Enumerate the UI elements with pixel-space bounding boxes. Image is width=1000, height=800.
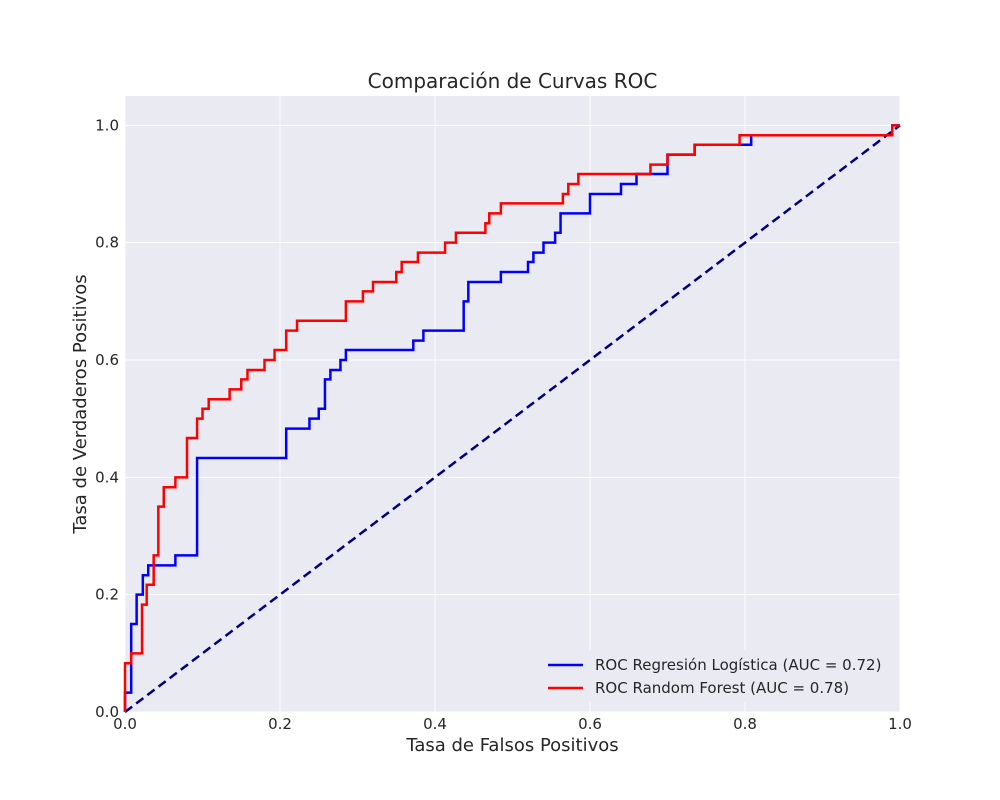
plot-area — [125, 96, 900, 712]
y-tick-label: 0.6 — [95, 351, 119, 369]
x-tick-label: 0.2 — [268, 715, 292, 733]
y-tick-label: 0.4 — [95, 468, 119, 486]
tick-labels: 0.0 0.2 0.4 0.6 0.8 1.0 0.0 0.2 0.4 0.6 0.8 1.0 — [95, 116, 912, 733]
x-axis-label: Tasa de Falsos Positivos — [405, 735, 618, 756]
roc-curve-random-forest — [123, 124, 900, 712]
chart-title: Comparación de Curvas ROC — [368, 69, 658, 93]
y-axis-label: Tasa de Verdaderos Positivos — [70, 274, 91, 534]
y-tick-label: 0.8 — [95, 234, 119, 252]
x-tick-label: 0.8 — [733, 715, 757, 733]
legend-label-random-forest: ROC Random Forest (AUC = 0.78) — [595, 679, 849, 697]
x-tick-label: 0.6 — [578, 715, 602, 733]
x-tick-label: 0.4 — [423, 715, 447, 733]
x-tick-label: 0.0 — [113, 715, 137, 733]
y-tick-label: 1.0 — [95, 116, 119, 134]
diagonal-reference-line — [124, 124, 901, 713]
legend-label-logistic-regression: ROC Regresión Logística (AUC = 0.72) — [595, 656, 881, 674]
legend: ROC Regresión Logística (AUC = 0.72) ROC… — [538, 650, 890, 702]
roc-curve-logistic-regression — [123, 124, 900, 712]
grid-lines — [124, 96, 901, 713]
x-tick-label: 1.0 — [888, 715, 912, 733]
y-tick-label: 0.0 — [95, 703, 119, 721]
series-layer — [123, 124, 900, 712]
legend-box — [538, 650, 890, 702]
diagonal-reference — [124, 124, 901, 713]
y-tick-label: 0.2 — [95, 586, 119, 604]
